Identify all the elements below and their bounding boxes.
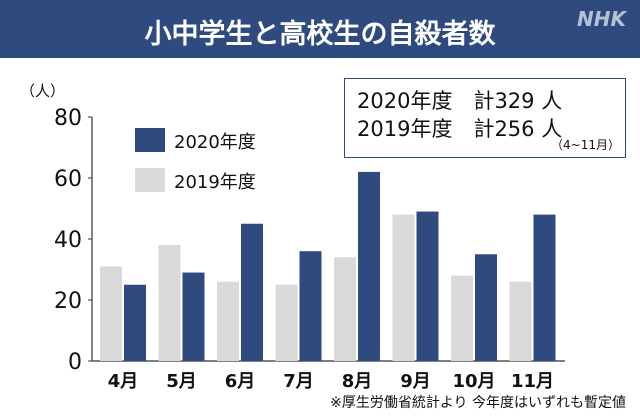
bar-2019年度-7月	[275, 284, 298, 361]
bar-2019年度-11月	[509, 281, 532, 361]
bar-2019年度-9月	[392, 214, 415, 361]
x-tick-label: 6月	[225, 371, 256, 392]
total-2019: 2019年度 計256 人	[357, 117, 563, 141]
bar-2020年度-9月	[416, 211, 439, 361]
total-2020: 2020年度 計329 人	[357, 89, 563, 113]
y-tick-label: 60	[54, 167, 82, 192]
bar-2020年度-11月	[533, 214, 556, 361]
legend-swatch-2019年度	[135, 168, 165, 192]
x-tick-label: 10月	[452, 371, 495, 392]
bar-2019年度-4月	[100, 266, 122, 361]
totals-box: 2020年度 計329 人 2019年度 計256 人	[344, 78, 626, 158]
period-note: （4~11月）	[551, 138, 620, 152]
bar-2019年度-6月	[217, 281, 239, 361]
bar-2020年度-8月	[358, 171, 380, 361]
bar-2020年度-5月	[182, 272, 205, 361]
nhk-logo: NHK	[577, 7, 626, 31]
x-tick-label: 7月	[283, 371, 314, 392]
legend-label: 2020年度	[174, 132, 256, 153]
y-tick-label: 20	[54, 289, 82, 314]
footnote: ※厚生労働省統計より 今年度はいずれも暫定値	[330, 395, 626, 411]
x-tick-label: 11月	[511, 371, 554, 392]
bar-2019年度-10月	[451, 275, 473, 361]
legend-label: 2019年度	[174, 172, 256, 193]
bar-2019年度-8月	[334, 257, 356, 361]
chart-title: 小中学生と高校生の自殺者数	[144, 19, 496, 50]
bar-2020年度-10月	[475, 254, 497, 361]
x-tick-label: 8月	[342, 371, 373, 392]
x-tick-label: 4月	[108, 371, 139, 392]
y-tick-label: 40	[54, 228, 82, 253]
x-tick-label: 5月	[166, 371, 197, 392]
bar-2019年度-5月	[158, 245, 181, 361]
x-tick-label: 9月	[400, 371, 431, 392]
bar-2020年度-6月	[241, 223, 263, 361]
legend-swatch-2020年度	[135, 128, 165, 152]
y-tick-label: 80	[54, 106, 82, 131]
header-bar: 小中学生と高校生の自殺者数 NHK	[0, 0, 640, 58]
y-axis-label: （人）	[20, 82, 65, 100]
y-tick-label: 0	[68, 350, 82, 375]
bar-2020年度-7月	[299, 251, 322, 361]
bar-2020年度-4月	[124, 284, 146, 361]
